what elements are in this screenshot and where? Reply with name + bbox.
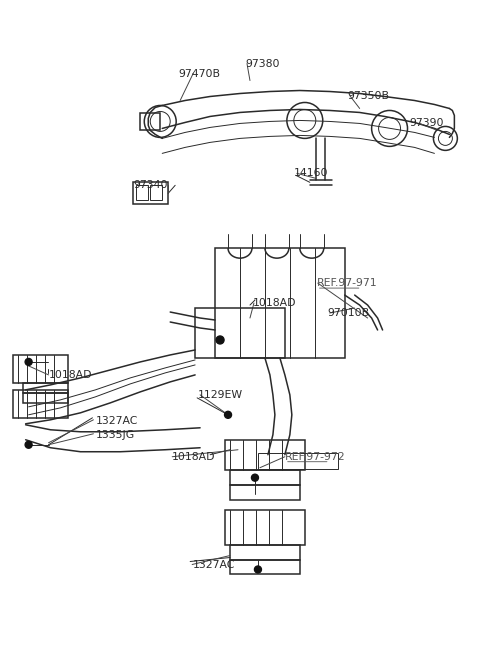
Bar: [136, 185, 148, 200]
Circle shape: [216, 336, 224, 344]
Bar: [230, 470, 300, 485]
Circle shape: [252, 474, 258, 481]
Text: 14160: 14160: [294, 169, 328, 178]
Bar: [225, 510, 305, 544]
Text: 1327AC: 1327AC: [193, 560, 236, 569]
Text: 1018AD: 1018AD: [253, 298, 297, 308]
Text: 97010B: 97010B: [328, 308, 370, 318]
Bar: [12, 390, 68, 418]
Text: 97380: 97380: [245, 58, 279, 69]
Text: 97350B: 97350B: [348, 91, 390, 100]
Bar: [230, 485, 300, 500]
Bar: [150, 185, 162, 200]
Bar: [140, 113, 160, 131]
Bar: [23, 393, 68, 403]
Text: 97340: 97340: [133, 180, 168, 190]
Text: 1018AD: 1018AD: [48, 370, 92, 380]
Text: 1327AC: 1327AC: [96, 416, 138, 426]
Bar: [195, 308, 285, 358]
Text: REF.97-971: REF.97-971: [317, 278, 377, 288]
Bar: [23, 383, 68, 393]
Text: 97470B: 97470B: [178, 68, 220, 79]
Circle shape: [25, 358, 32, 365]
Circle shape: [225, 411, 231, 419]
Text: 1018AD: 1018AD: [172, 452, 216, 462]
Bar: [230, 560, 300, 575]
Circle shape: [254, 566, 262, 573]
Bar: [225, 440, 305, 470]
Bar: [12, 355, 68, 383]
Circle shape: [25, 441, 32, 448]
Text: 1335JG: 1335JG: [96, 430, 134, 440]
Bar: [230, 544, 300, 560]
Text: 1129EW: 1129EW: [198, 390, 243, 400]
Bar: [258, 453, 338, 468]
Text: REF.97-972: REF.97-972: [285, 452, 346, 462]
Text: 97390: 97390: [409, 119, 444, 129]
Bar: [215, 248, 345, 358]
Bar: [133, 182, 168, 204]
